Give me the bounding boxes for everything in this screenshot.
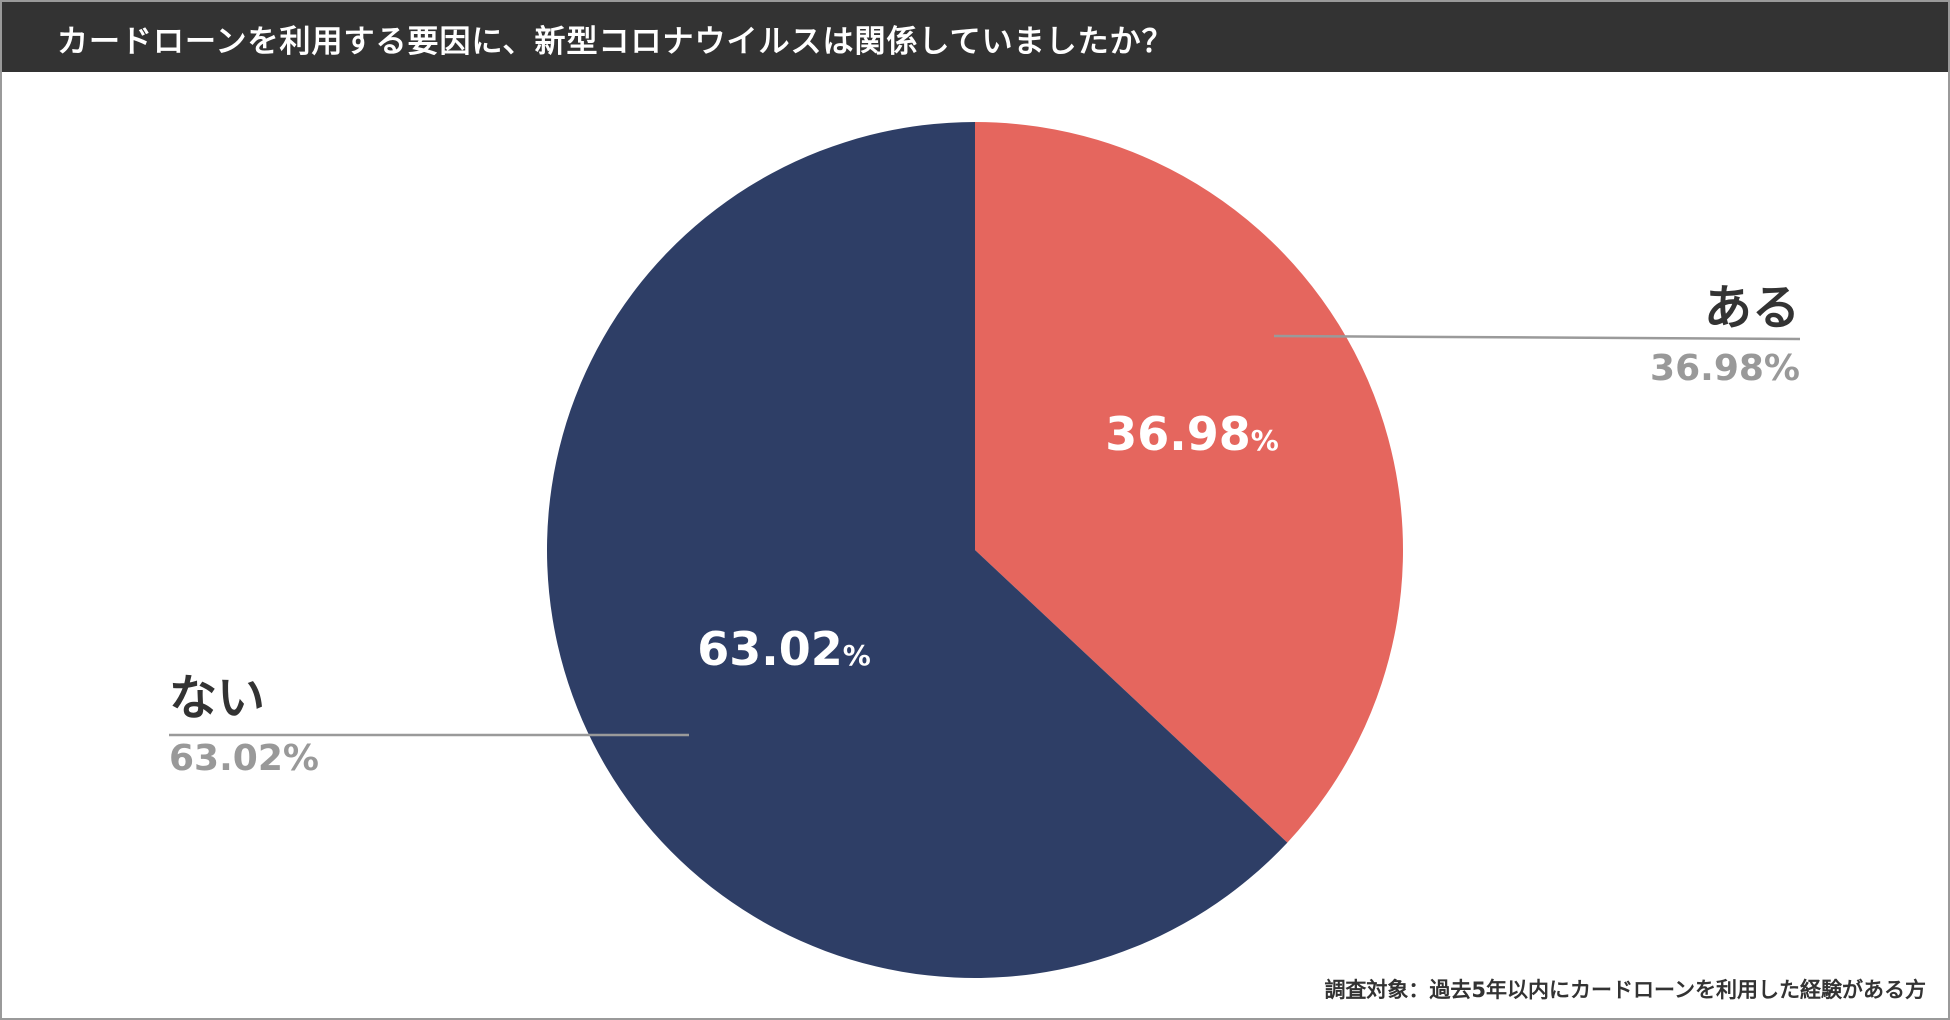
legend-value-no: 63.02% [169,738,319,779]
legend-label-yes: ある [1704,280,1800,336]
legend-label-no: ない [169,670,265,726]
leader-line-yes [1273,334,1801,341]
title-bar: カードローンを利用する要因に、新型コロナウイルスは関係していましたか？ [2,2,1948,72]
slice-value-label-yes: 36.98% [1105,407,1279,461]
legend-value-yes: 36.98% [1650,348,1800,389]
survey-footnote: 調査対象：過去5年以内にカードローンを利用した経験がある方 [1324,978,1926,1002]
pie-slice-yes [975,122,1403,843]
chart-title: カードローンを利用する要因に、新型コロナウイルスは関係していましたか？ [57,24,1174,60]
pie-slice-no [547,122,1288,978]
slice-value-label-no: 63.02% [697,622,871,676]
